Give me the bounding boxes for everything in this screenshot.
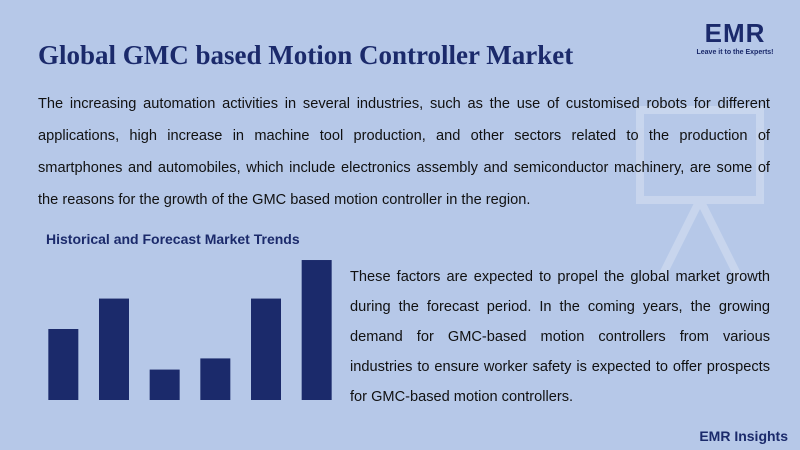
bar <box>48 329 79 400</box>
logo-tagline: Leave it to the Experts! <box>696 49 774 56</box>
bar <box>149 369 180 400</box>
intro-text: The increasing automation activities in … <box>38 96 770 208</box>
bar <box>251 298 281 400</box>
background-icon <box>636 106 764 282</box>
footer: EMR Insights <box>699 428 788 444</box>
bar <box>301 260 332 400</box>
bar <box>200 358 231 400</box>
logo-name: EMR <box>704 18 766 48</box>
side-text: These factors are expected to propel the… <box>350 269 770 405</box>
bar <box>99 298 129 400</box>
chart-title: Historical and Forecast Market Trends <box>46 231 300 247</box>
title: Global GMC based Motion Controller Marke… <box>38 40 574 70</box>
logo: EMR Leave it to the Experts! <box>690 18 780 56</box>
